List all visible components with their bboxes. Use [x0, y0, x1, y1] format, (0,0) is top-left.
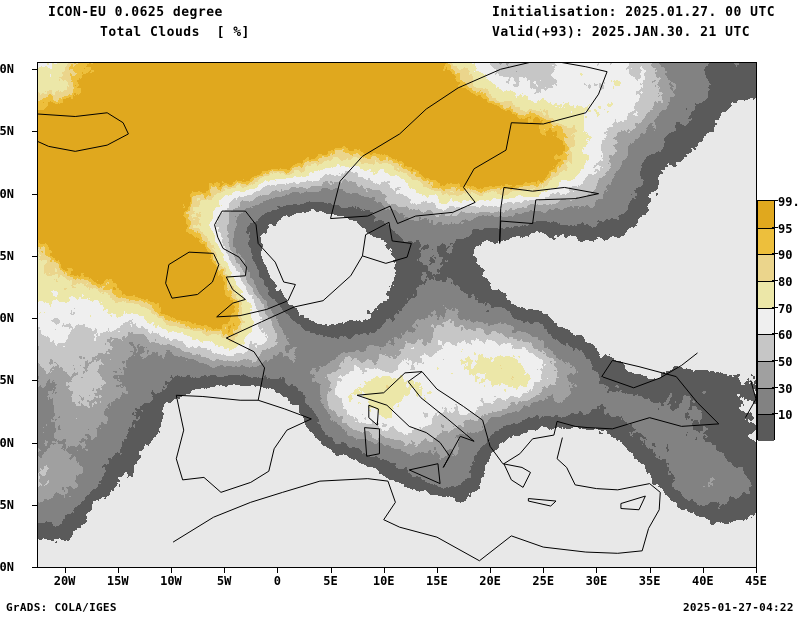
y-tick-mark [32, 318, 37, 320]
colorbar-tick-label: 70 [778, 301, 793, 316]
colorbar-tick-mark [772, 386, 778, 388]
x-tick-label: 20W [53, 574, 76, 588]
y-tick-mark [32, 255, 37, 257]
colorbar-tick-mark [772, 306, 778, 308]
x-tick-label: 30E [585, 574, 608, 588]
x-tick-mark [490, 568, 492, 573]
x-tick-mark [383, 568, 385, 573]
x-tick-label: 10E [372, 574, 395, 588]
colorbar-tick-label: 30 [778, 381, 793, 396]
colorbar-tick-mark [772, 413, 778, 415]
colorbar-tick-label: 99.5 [778, 195, 800, 209]
y-tick-label: 65N [0, 124, 14, 139]
x-tick-label: 45E [745, 574, 767, 588]
colorbar-band-divider [758, 307, 774, 309]
colorbar-band-divider [758, 387, 774, 389]
colorbar-tick-mark [772, 253, 778, 255]
colorbar-band-divider [758, 254, 774, 256]
colorbar-band-divider [758, 414, 774, 416]
y-tick-label: 50N [0, 311, 14, 326]
x-tick-mark [649, 568, 651, 573]
colorbar-band [758, 254, 774, 281]
x-tick-label: 5E [323, 574, 338, 588]
colorbar-tick-mark [772, 200, 778, 201]
colorbar-band-divider [758, 361, 774, 362]
y-tick-label: 55N [0, 248, 14, 263]
x-tick-mark [330, 568, 332, 573]
y-tick-label: 70N [0, 62, 14, 77]
y-tick-mark [32, 504, 37, 506]
model-title: ICON-EU 0.0625 degree [48, 5, 223, 20]
y-tick-label: 40N [0, 435, 14, 450]
colorbar-tick-mark [772, 333, 778, 335]
x-tick-mark [224, 568, 226, 573]
y-tick-label: 30N [0, 560, 14, 574]
colorbar-band-divider [758, 334, 774, 336]
grads-credit: GrADS: COLA/IGES [6, 601, 117, 614]
x-tick-label: 35E [638, 574, 661, 588]
x-tick-label: 10W [160, 574, 182, 588]
initialisation-text: Initialisation: 2025.01.27. 00 UTC [492, 5, 776, 20]
cloud-cover-raster [38, 63, 756, 567]
colorbar-band-divider [758, 281, 774, 282]
colorbar-tick-label: 60 [778, 328, 793, 343]
x-tick-mark [702, 568, 704, 573]
x-tick-mark [756, 568, 757, 573]
valid-time-text: Valid(+93): 2025.JAN.30. 21 UTC [492, 25, 751, 40]
colorbar-band [758, 281, 774, 308]
x-tick-mark [277, 568, 279, 573]
colorbar-band [758, 201, 774, 228]
colorbar-band [758, 387, 774, 415]
x-tick-label: 40E [691, 574, 714, 588]
colorbar-band-divider [758, 227, 774, 229]
field-title: Total Clouds [ %] [100, 25, 250, 40]
colorbar-tick-mark [772, 360, 778, 361]
x-tick-label: 25E [532, 574, 555, 588]
y-tick-mark [32, 567, 37, 568]
colorbar-tick-label: 50 [778, 355, 793, 369]
y-tick-label: 45N [0, 373, 14, 388]
y-tick-mark [32, 380, 37, 382]
y-tick-mark [32, 69, 37, 71]
y-tick-mark [32, 193, 37, 195]
colorbar-tick-label: 80 [778, 275, 793, 289]
x-tick-label: 5W [216, 574, 232, 588]
x-tick-mark [170, 568, 172, 573]
y-tick-mark [32, 442, 37, 444]
colorbar-band [758, 307, 774, 335]
colorbar-tick-label: 95 [778, 221, 793, 236]
x-tick-label: 15W [106, 574, 129, 588]
render-timestamp: 2025-01-27-04:22 [683, 601, 794, 614]
colorbar-tick-mark [772, 226, 778, 228]
x-tick-label: 0 [273, 574, 281, 588]
x-tick-mark [543, 568, 545, 573]
map-plot-area [37, 62, 757, 568]
colorbar-tick-label: 10 [778, 408, 793, 423]
colorbar [757, 200, 775, 441]
colorbar-tick-label: 90 [778, 248, 793, 263]
colorbar-band [758, 361, 774, 388]
x-tick-mark [64, 568, 66, 573]
x-tick-label: 20E [479, 574, 501, 588]
y-tick-mark [32, 131, 37, 133]
colorbar-band [758, 414, 774, 441]
y-tick-label: 60N [0, 186, 14, 201]
x-tick-label: 15E [426, 574, 448, 588]
x-tick-mark [436, 568, 438, 573]
colorbar-band [758, 334, 774, 361]
colorbar-tick-mark [772, 280, 778, 281]
colorbar-band [758, 227, 774, 255]
x-tick-mark [117, 568, 119, 573]
x-tick-mark [596, 568, 598, 573]
y-tick-label: 35N [0, 497, 14, 512]
